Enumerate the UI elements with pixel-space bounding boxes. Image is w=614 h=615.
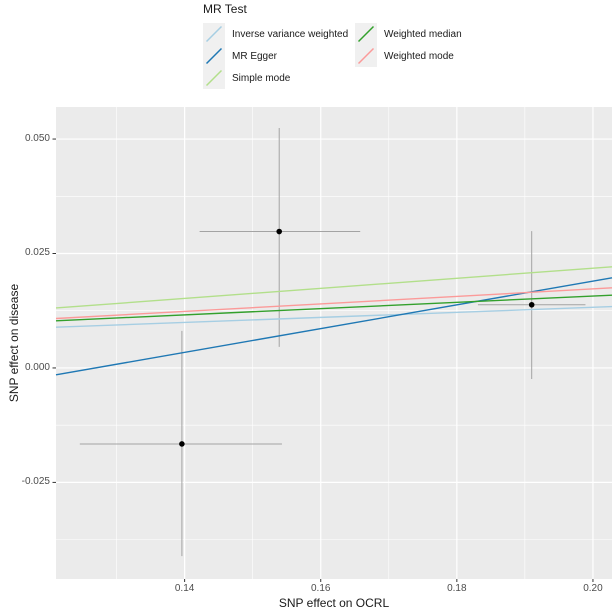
y-tick-label-0.025: 0.025: [24, 247, 50, 259]
x-tick-label-0.14: 0.14: [174, 583, 195, 594]
legend: MR Test Inverse variance weighted MR Egg…: [203, 2, 462, 89]
regression-line-weighted-median: [55, 294, 613, 322]
legend-line-icon: [205, 47, 223, 65]
legend-label: Weighted mode: [384, 50, 454, 62]
legend-item-simple-mode: Simple mode: [203, 67, 355, 89]
y-tick-label-0.000: 0.000: [24, 361, 50, 373]
data-point-1: [528, 301, 535, 308]
legend-item-inverse-variance-weighted: Inverse variance weighted: [203, 23, 355, 45]
legend-label: Weighted median: [384, 28, 462, 40]
regression-line-weighted-mode: [55, 287, 613, 320]
y-axis-title: SNP effect on disease: [7, 283, 21, 403]
legend-key-swatch: [203, 45, 225, 67]
regression-line-inverse-variance-weighted: [55, 305, 613, 328]
legend-line-icon: [205, 69, 223, 87]
legend-line-icon: [357, 25, 375, 43]
x-tick-label-0.18: 0.18: [447, 583, 467, 594]
x-axis-title: SNP effect on OCRL: [278, 596, 390, 610]
legend-label: Simple mode: [232, 72, 291, 84]
legend-line-icon: [357, 47, 375, 65]
legend-key-swatch: [355, 23, 377, 45]
regression-line-simple-mode: [55, 266, 613, 309]
legend-item-weighted-median: Weighted median: [355, 23, 462, 45]
x-tick-label-0.16: 0.16: [310, 583, 331, 594]
x-tick-label-0.20: 0.20: [583, 583, 603, 594]
legend-item-mr-egger: MR Egger: [203, 45, 355, 67]
regression-line-mr-egger: [55, 277, 613, 376]
legend-key-swatch: [203, 23, 225, 45]
data-point-0: [276, 228, 283, 235]
legend-title: MR Test: [203, 2, 247, 16]
legend-label: MR Egger: [232, 50, 278, 62]
y-tick-label--0.025: -0.025: [21, 476, 50, 488]
plot-panel: [56, 107, 612, 579]
legend-label: Inverse variance weighted: [232, 28, 349, 40]
legend-item-weighted-mode: Weighted mode: [355, 45, 462, 67]
y-tick-label-0.050: 0.050: [24, 133, 50, 145]
legend-key-swatch: [203, 67, 225, 89]
legend-line-icon: [205, 25, 223, 43]
legend-key-swatch: [355, 45, 377, 67]
data-point-2: [179, 441, 185, 447]
